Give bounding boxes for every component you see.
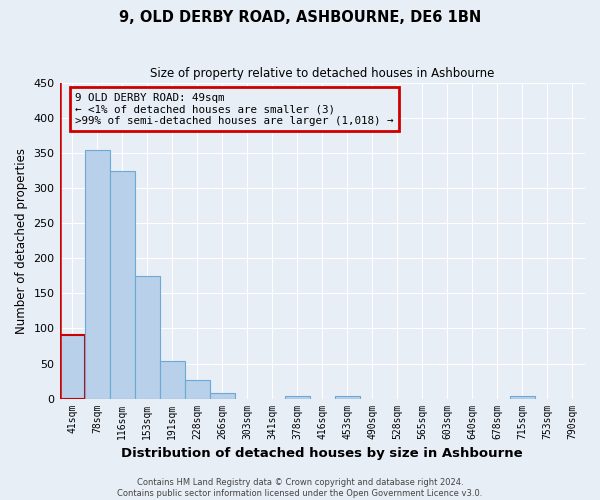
Text: 9 OLD DERBY ROAD: 49sqm
← <1% of detached houses are smaller (3)
>99% of semi-de: 9 OLD DERBY ROAD: 49sqm ← <1% of detache… — [76, 92, 394, 126]
Bar — [209, 393, 235, 398]
Bar — [110, 170, 134, 398]
Text: 9, OLD DERBY ROAD, ASHBOURNE, DE6 1BN: 9, OLD DERBY ROAD, ASHBOURNE, DE6 1BN — [119, 10, 481, 25]
Bar — [335, 396, 360, 398]
Text: Contains HM Land Registry data © Crown copyright and database right 2024.
Contai: Contains HM Land Registry data © Crown c… — [118, 478, 482, 498]
Bar — [85, 150, 110, 398]
Bar — [185, 380, 209, 398]
Bar — [134, 276, 160, 398]
X-axis label: Distribution of detached houses by size in Ashbourne: Distribution of detached houses by size … — [121, 447, 523, 460]
Bar — [59, 336, 85, 398]
Bar — [285, 396, 310, 398]
Title: Size of property relative to detached houses in Ashbourne: Size of property relative to detached ho… — [150, 68, 494, 80]
Bar — [160, 362, 185, 399]
Bar — [510, 396, 535, 398]
Y-axis label: Number of detached properties: Number of detached properties — [15, 148, 28, 334]
